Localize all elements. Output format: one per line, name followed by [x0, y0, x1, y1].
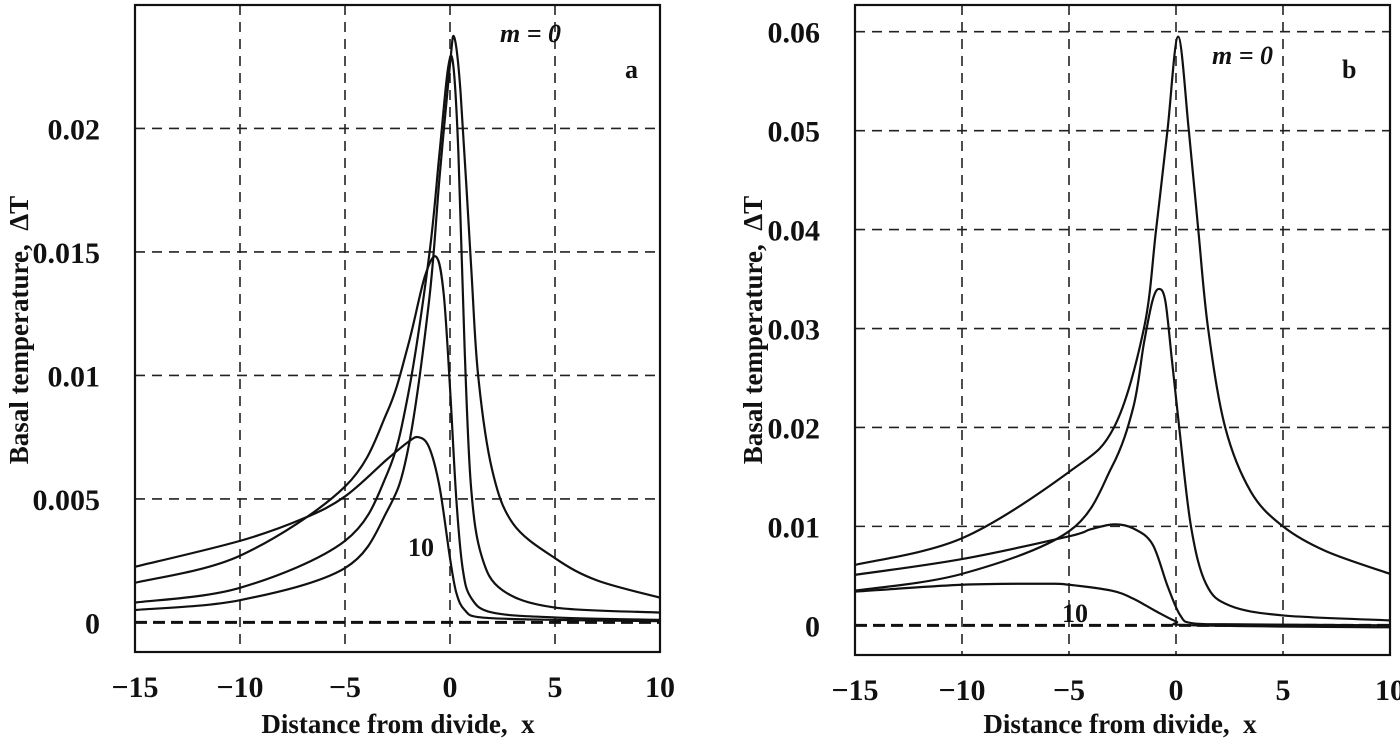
x-tick-label: −5	[329, 671, 361, 704]
y-tick-label: 0.01	[768, 511, 821, 544]
series-curve-3	[134, 255, 661, 621]
panel-b: −15 −10 −5 0 5 10 0 0.01 0.02 0.03 0.04 0.05 0.06 m …	[738, 3, 1400, 739]
y-axis-label-b: Basal temperature, ΔT	[738, 196, 768, 464]
y-tick-label: 0.03	[768, 314, 821, 347]
m0-annotation-b: m = 0	[1212, 41, 1273, 70]
y-tick-label: 0	[805, 610, 820, 643]
m0-annotation-a: m = 0	[500, 19, 561, 48]
y-tick-label: 0.01	[48, 360, 101, 393]
x-tick-label: −15	[111, 671, 158, 704]
y-tick-label: 0.05	[768, 116, 821, 149]
x-tick-label: 5	[548, 671, 563, 704]
y-tick-label: 0.02	[768, 412, 821, 445]
panel-label-a: a	[625, 55, 638, 84]
x-tick-label: −15	[831, 674, 878, 707]
x-tick-label: 5	[1276, 674, 1291, 707]
plot-frame	[133, 3, 662, 654]
x-tick-label: 0	[1169, 674, 1184, 707]
y-tick-label: 0.015	[33, 237, 101, 270]
plot-frame	[853, 3, 1392, 657]
x-tick-label: −5	[1053, 674, 1085, 707]
x-tick-label: −10	[216, 671, 263, 704]
series-curve-4	[854, 582, 1391, 629]
x-axis-label-b: Distance from divide, x	[983, 709, 1257, 739]
x-tick-label: 10	[645, 671, 675, 704]
x-tick-label: 0	[443, 671, 458, 704]
series-curve-2	[134, 54, 661, 614]
x-tick-label: −10	[938, 674, 985, 707]
series-curve-1	[134, 34, 661, 612]
y-tick-label: 0.06	[768, 17, 821, 50]
series-curve-3	[854, 523, 1391, 627]
y-axis-label-a: Basal temperature, ΔT	[4, 196, 34, 464]
y-tick-label: 0.02	[48, 113, 101, 146]
series-curve-2	[854, 287, 1391, 622]
x-tick-label: 10	[1375, 674, 1400, 707]
series-curve-1	[854, 35, 1391, 575]
m10-annotation-b: 10	[1062, 599, 1088, 628]
y-tick-label: 0	[85, 607, 100, 640]
panel-label-b: b	[1342, 55, 1356, 84]
x-axis-label-a: Distance from divide, x	[261, 709, 535, 739]
series-curve-4	[134, 435, 661, 623]
y-tick-label: 0.04	[768, 215, 821, 248]
y-tick-label: 0.005	[33, 484, 101, 517]
m10-annotation-a: 10	[408, 533, 434, 562]
